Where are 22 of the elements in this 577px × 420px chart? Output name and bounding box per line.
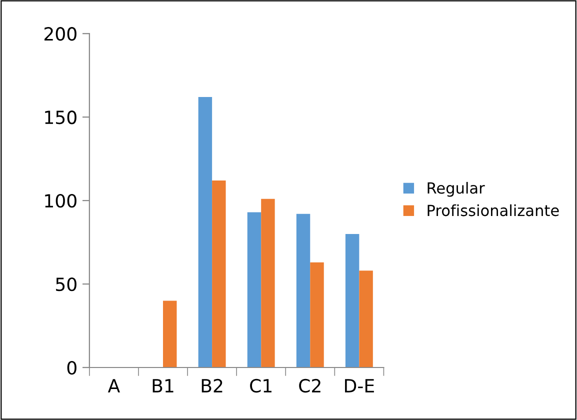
y-tick-label: 0: [67, 360, 76, 375]
x-tick-label: D-E: [345, 379, 374, 392]
x-tick-label: C1: [250, 378, 272, 393]
y-tick-label: 200: [44, 27, 76, 41]
bar: [296, 214, 310, 368]
x-tick-label: A: [108, 379, 120, 392]
y-tick-label: 150: [45, 110, 76, 124]
legend-label: Regular: [428, 182, 485, 197]
y-tick-label: 50: [56, 277, 76, 292]
x-tick-label: C2: [299, 378, 320, 393]
bar: [198, 97, 212, 368]
bar: [163, 300, 177, 368]
x-tick-label: B1: [152, 379, 174, 392]
bar: [261, 198, 275, 368]
bar: [310, 262, 324, 368]
y-tick-label: 100: [45, 194, 76, 208]
bar: [247, 212, 262, 368]
bar: [359, 270, 373, 368]
legend-label: Profissionalizante: [428, 204, 559, 216]
bar: [345, 234, 360, 368]
x-tick-label: B2: [202, 378, 222, 392]
bar: [212, 180, 226, 368]
